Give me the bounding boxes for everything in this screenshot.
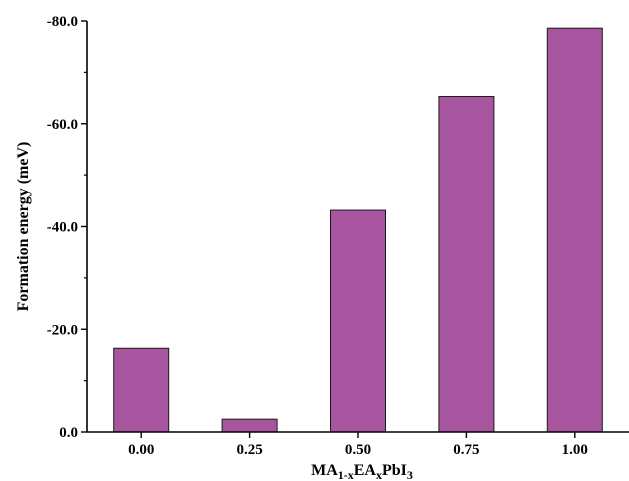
x-tick-label: 1.00 [562, 442, 588, 458]
y-tick-label: -40.0 [47, 220, 78, 236]
x-title-part: EA [354, 462, 377, 479]
bar-0.00 [113, 347, 170, 433]
x-title-part: x [376, 468, 382, 481]
bar-0.75 [438, 96, 495, 433]
y-tick-label: -20.0 [47, 322, 78, 338]
x-tick-label: 0.25 [236, 442, 262, 458]
bar-0.50 [330, 209, 386, 433]
x-title-part: 3 [407, 468, 413, 481]
x-tick-label: 0.75 [453, 442, 479, 458]
y-tick-label: -60.0 [47, 117, 78, 133]
y-tick-label: 0.0 [59, 425, 78, 441]
y-axis-title: Formation energy (meV) [15, 142, 32, 312]
x-title-part: PbI [382, 462, 407, 479]
x-title-part: 1-x [338, 468, 354, 481]
ticks-group: 0.0 -20.0 -40.0 -60.0 -80.0 0.00 0.25 0.50 0.75 1… [47, 14, 588, 458]
x-tick-label: 0.00 [128, 442, 154, 458]
bar-1.00 [546, 27, 603, 433]
y-tick-label: -80.0 [47, 14, 78, 30]
bar-0.25 [221, 418, 278, 433]
bars-group [113, 27, 603, 433]
x-title-part: MA [311, 462, 338, 479]
x-axis-title: MA1-xEAxPbI3 [311, 462, 413, 481]
x-tick-label: 0.50 [345, 442, 371, 458]
